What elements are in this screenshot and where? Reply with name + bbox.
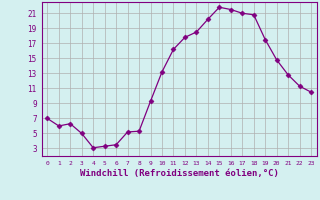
X-axis label: Windchill (Refroidissement éolien,°C): Windchill (Refroidissement éolien,°C) bbox=[80, 169, 279, 178]
